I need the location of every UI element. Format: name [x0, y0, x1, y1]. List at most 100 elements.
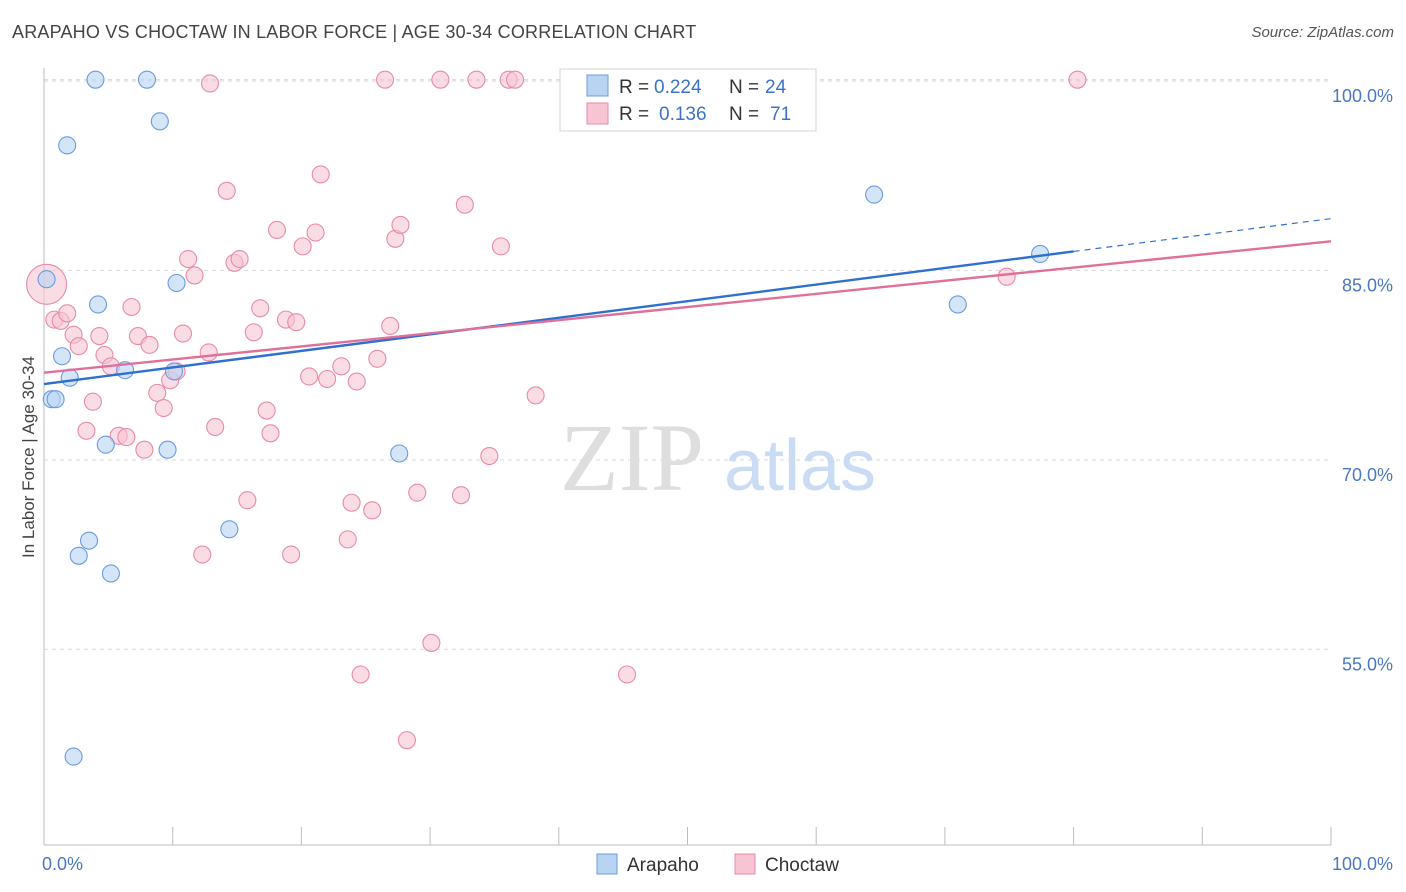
- choctaw-point: [244, 323, 263, 342]
- arapaho-point: [948, 295, 967, 314]
- arapaho-r-value: 0.224: [654, 77, 702, 98]
- y-tick-label: 70.0%: [1342, 465, 1393, 485]
- arapaho-n-label: N =: [729, 77, 759, 98]
- watermark-atlas: atlas: [724, 426, 876, 506]
- choctaw-point: [526, 386, 545, 405]
- y-axis-label: In Labor Force | Age 30-34: [19, 356, 38, 558]
- watermark: ZIP atlas: [560, 404, 876, 511]
- arapaho-point: [58, 136, 77, 155]
- choctaw-point: [342, 493, 361, 512]
- series-legend: Arapaho Choctaw: [596, 853, 839, 876]
- arapaho-swatch: [586, 74, 609, 97]
- choctaw-point: [200, 74, 220, 93]
- choctaw-point: [199, 343, 218, 362]
- choctaw-point: [363, 501, 382, 520]
- choctaw-point: [257, 401, 276, 420]
- arapaho-r-label: R =: [619, 77, 649, 98]
- choctaw-point: [251, 299, 270, 318]
- choctaw-point: [173, 324, 193, 343]
- choctaw-point: [154, 398, 173, 418]
- choctaw-point: [351, 665, 370, 684]
- source-credit: Source: ZipAtlas.com: [1251, 24, 1394, 41]
- choctaw-point: [318, 369, 337, 389]
- choctaw-point: [287, 313, 306, 332]
- choctaw-point: [83, 392, 102, 411]
- choctaw-point: [381, 316, 400, 335]
- choctaw-point: [217, 181, 236, 200]
- choctaw-point: [408, 483, 427, 502]
- choctaw-point: [193, 545, 212, 564]
- arapaho-point: [96, 435, 115, 454]
- choctaw-point: [300, 367, 319, 386]
- choctaw-point: [282, 545, 301, 564]
- choctaw-point: [69, 337, 88, 356]
- choctaw-point: [617, 665, 637, 684]
- arapaho-point: [150, 112, 169, 131]
- choctaw-point: [997, 267, 1016, 286]
- choctaw-point: [391, 215, 410, 234]
- chart-title: ARAPAHO VS CHOCTAW IN LABOR FORCE | AGE …: [12, 22, 697, 42]
- choctaw-point: [58, 304, 77, 323]
- choctaw-point: [505, 70, 525, 89]
- choctaw-point: [238, 491, 257, 510]
- choctaw-point: [293, 237, 312, 256]
- choctaw-point: [376, 70, 395, 89]
- legend-arapaho-swatch: [596, 853, 618, 875]
- arapaho-point: [52, 347, 72, 366]
- points-layer: [26, 70, 1087, 766]
- choctaw-point: [77, 421, 96, 440]
- choctaw-trend-line: [43, 240, 1332, 374]
- choctaw-point: [1068, 70, 1087, 89]
- choctaw-point: [338, 530, 357, 549]
- choctaw-n-value: 71: [770, 104, 791, 125]
- legend-choctaw-label: Choctaw: [765, 855, 839, 876]
- grid-layer: [44, 79, 1331, 650]
- choctaw-point: [122, 297, 141, 317]
- choctaw-point: [179, 249, 198, 269]
- choctaw-point: [422, 633, 441, 652]
- arapaho-n-value: 24: [765, 77, 787, 98]
- choctaw-point: [230, 249, 249, 269]
- choctaw-point: [311, 165, 330, 184]
- legend-choctaw-swatch: [734, 853, 756, 875]
- choctaw-r-label: R =: [619, 104, 649, 125]
- arapaho-point: [86, 70, 105, 89]
- y-tick-label: 100.0%: [1332, 86, 1393, 106]
- arapaho-point: [167, 273, 186, 293]
- choctaw-point: [267, 220, 286, 240]
- x-tick-label-min: 0.0%: [42, 854, 83, 874]
- choctaw-point: [90, 326, 109, 346]
- arapaho-point: [89, 295, 108, 314]
- trend-layer: [43, 218, 1332, 386]
- arapaho-point: [390, 444, 409, 463]
- y-tick-label: 55.0%: [1342, 654, 1393, 674]
- x-tick-label-max: 100.0%: [1332, 854, 1393, 874]
- arapaho-point: [64, 747, 83, 766]
- arapaho-point: [158, 440, 177, 459]
- arapaho-point: [79, 531, 99, 550]
- arapaho-point: [220, 520, 239, 539]
- choctaw-point: [135, 440, 154, 459]
- choctaw-point: [467, 70, 486, 89]
- choctaw-point: [306, 223, 325, 242]
- stats-legend: R = 0.224 N = 24 R = 0.136 N = 71: [559, 68, 817, 132]
- choctaw-point: [347, 372, 366, 391]
- choctaw-point: [431, 70, 450, 89]
- choctaw-point: [455, 195, 474, 214]
- choctaw-point: [185, 266, 204, 285]
- watermark-zip: ZIP: [560, 404, 704, 511]
- choctaw-swatch: [586, 102, 609, 125]
- choctaw-point: [491, 237, 510, 256]
- choctaw-r-value: 0.136: [659, 104, 707, 125]
- choctaw-point: [368, 349, 387, 368]
- choctaw-point: [206, 417, 225, 437]
- arapaho-point: [37, 270, 56, 289]
- arapaho-point: [46, 390, 65, 409]
- axis-layer: 55.0% 70.0% 85.0% 100.0% 0.0% 100.0%: [42, 68, 1393, 874]
- legend-arapaho-label: Arapaho: [627, 855, 699, 876]
- choctaw-point: [261, 424, 280, 443]
- y-tick-label: 85.0%: [1342, 275, 1393, 295]
- arapaho-point: [69, 546, 88, 565]
- arapaho-trend-line: [43, 250, 1074, 386]
